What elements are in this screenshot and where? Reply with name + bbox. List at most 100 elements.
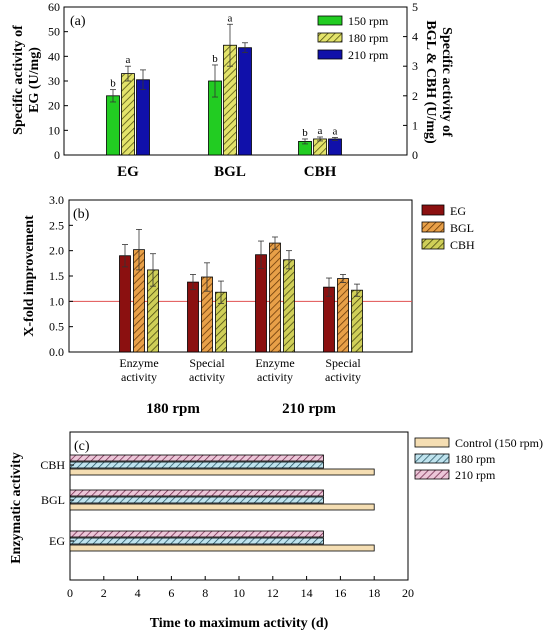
bar-cbh-1 <box>69 461 324 469</box>
legend-label: 210 rpm <box>348 48 389 62</box>
legend-label: 180 rpm <box>348 31 389 45</box>
category-label: EG <box>49 534 65 548</box>
category-label: CBH <box>304 164 337 180</box>
panel-c-ylabel: Enzymatic activity <box>9 452 24 564</box>
bar-cbh-3 <box>351 289 363 353</box>
legend-swatch <box>421 221 445 233</box>
bar-eg-1 <box>69 537 324 545</box>
legend-swatch <box>317 32 343 43</box>
panel-a-y-axis: 0 10 20 30 40 50 60 <box>48 0 68 162</box>
legend-label: 150 rpm <box>348 14 389 28</box>
y-tick-label: 0.5 <box>49 320 64 334</box>
bar-cbh-2 <box>69 454 324 462</box>
legend-swatch <box>414 453 450 464</box>
panel-b-label: (b) <box>73 207 90 222</box>
bar-cbh-0 <box>69 468 375 476</box>
bar-eg-2 <box>136 79 150 156</box>
legend-label: 180 rpm <box>455 452 496 466</box>
panel-a-label: (a) <box>70 14 86 29</box>
y2-tick-label: 1 <box>412 118 418 132</box>
y2-tick-label: 3 <box>412 59 418 73</box>
x-tick-label: 20 <box>402 586 414 600</box>
y-tick-label: 30 <box>48 74 60 88</box>
group-label: 180 rpm <box>146 401 200 417</box>
bar-eg-2 <box>69 530 324 538</box>
x-tick-label: 8 <box>202 586 208 600</box>
y2-tick-label: 0 <box>412 148 418 162</box>
panel-a-ylabel-line2: EG (U/mg) <box>27 47 42 113</box>
bar-cbh-2 <box>283 259 295 353</box>
significance-letter: b <box>302 127 308 139</box>
bar-eg-3 <box>323 286 335 353</box>
bar-bgl-2 <box>269 242 281 353</box>
panel-c: (c) 0 2 4 6 8 10 12 14 16 18 20 EG BGL CBH Enzymatic… <box>9 431 543 631</box>
category-label: BGL <box>214 164 246 180</box>
significance-letter: a <box>333 125 338 137</box>
category-label: Enzyme <box>255 356 294 370</box>
bar-cbh-2 <box>328 138 342 156</box>
legend-label: Control (150 rpm) <box>455 436 543 450</box>
panel-b-y-axis: 0.0 0.5 1.0 1.5 2.0 2.5 3.0 <box>49 193 73 359</box>
legend-swatch <box>317 15 343 26</box>
y-tick-label: 10 <box>48 123 60 137</box>
significance-letter: a <box>126 54 131 66</box>
group-label: 210 rpm <box>282 401 336 417</box>
bar-eg-0 <box>69 544 375 552</box>
bar-eg-1 <box>121 73 135 156</box>
panel-b: (b) 0.00.51.01.52.02.53.0 Enzymeactivity… <box>22 193 475 417</box>
bar-eg-2 <box>255 254 267 353</box>
legend-swatch <box>414 469 450 480</box>
legend-label: CBH <box>450 238 475 252</box>
legend-label: EG <box>450 204 466 218</box>
legend-swatch <box>414 437 450 448</box>
panel-c-categories: EG BGL CBH <box>40 458 74 548</box>
category-label: Enzyme <box>119 356 158 370</box>
panel-a-y2label-line1: Specific activity of <box>439 27 454 137</box>
x-tick-label: 16 <box>334 586 346 600</box>
panel-a-legend: 150 rpm 180 rpm 210 rpm <box>317 14 389 62</box>
panel-c-bars <box>69 454 375 552</box>
legend-label: BGL <box>450 221 474 235</box>
y-tick-label: 0 <box>54 148 60 162</box>
x-tick-label: 14 <box>301 586 313 600</box>
y-tick-label: 3.0 <box>49 193 64 207</box>
bar-eg-0 <box>106 95 120 156</box>
significance-letter: b <box>212 53 218 65</box>
panel-a-y2-axis: 0 1 2 3 4 5 <box>403 0 418 162</box>
category-label: activity <box>189 370 225 384</box>
x-tick-label: 6 <box>168 586 174 600</box>
x-tick-label: 2 <box>101 586 107 600</box>
y-tick-label: 60 <box>48 0 60 14</box>
panel-c-xlabel: Time to maximum activity (d) <box>150 616 329 631</box>
panel-a-y2label-line2: BGL & CBH (U/mg) <box>423 20 438 144</box>
bar-bgl-1 <box>69 496 324 504</box>
bar-bgl-3 <box>337 278 349 353</box>
significance-letter: b <box>110 78 116 90</box>
panel-c-legend: Control (150 rpm) 180 rpm 210 rpm <box>414 436 543 482</box>
y2-tick-label: 5 <box>412 0 418 14</box>
panel-c-label: (c) <box>74 439 90 454</box>
category-label: activity <box>121 370 157 384</box>
x-tick-label: 10 <box>233 586 245 600</box>
bar-eg-1 <box>187 281 199 353</box>
significance-letter: a <box>228 12 233 24</box>
y-tick-label: 20 <box>48 99 60 113</box>
x-tick-label: 12 <box>267 586 279 600</box>
legend-swatch <box>317 49 343 60</box>
bar-bgl-2 <box>69 489 324 497</box>
y-tick-label: 1.0 <box>49 294 64 308</box>
bar-bgl-0 <box>69 503 375 511</box>
y-tick-label: 1.5 <box>49 269 64 283</box>
bar-eg-0 <box>119 255 131 353</box>
category-label: Special <box>189 356 225 370</box>
bar-cbh-1 <box>313 138 327 156</box>
panel-a-categories: EG BGL CBH <box>117 164 336 180</box>
panel-a-ylabel-line1: Specific activity of <box>11 25 26 135</box>
significance-letter: a <box>318 125 323 137</box>
y-tick-label: 2.5 <box>49 218 64 232</box>
x-tick-label: 4 <box>135 586 141 600</box>
bar-bgl-2 <box>238 47 252 156</box>
